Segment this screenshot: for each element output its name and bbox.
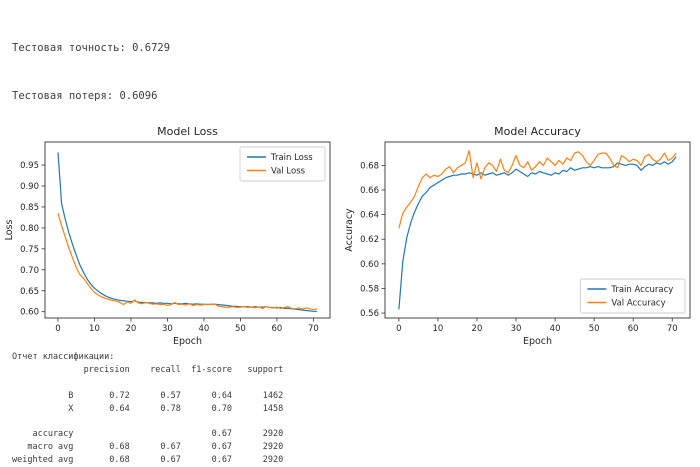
series-val-loss (57, 213, 318, 311)
report-line: precision recall f1-score support (12, 364, 284, 375)
x-tick-label: 40 (199, 324, 210, 334)
loss-chart: Model Loss 0 10 20 30 40 50 60 70 0.60 0.65 0.70 0.7… (4, 125, 331, 347)
legend-label: Train Accuracy (610, 285, 673, 295)
report-line: Отчет классификации: (12, 352, 115, 362)
y-tick-label: 0.64 (360, 211, 379, 221)
y-tick-label: 0.85 (20, 203, 39, 213)
classification-report: Отчет классификации: precision recall f1… (12, 351, 700, 467)
x-tick-label: 0 (396, 324, 401, 334)
y-tick-label: 0.60 (20, 308, 39, 318)
charts-row: Model Loss 0 10 20 30 40 50 60 70 0.60 0.65 0.70 0.7… (4, 124, 700, 347)
x-tick-label: 30 (162, 324, 173, 334)
legend-label: Val Accuracy (611, 299, 665, 309)
report-line: macro avg 0.68 0.67 0.67 2920 (12, 442, 284, 453)
y-tick-label: 0.75 (20, 245, 39, 255)
report-line: B 0.72 0.57 0.64 1462 (12, 390, 284, 401)
x-tick-label: 40 (550, 324, 561, 334)
y-tick-label: 0.70 (20, 266, 39, 276)
y-axis-label: Accuracy (344, 208, 355, 252)
series-train-accuracy (398, 156, 677, 310)
test-accuracy-line: Тестовая точность: 0.6729 (12, 42, 171, 54)
report-line (12, 416, 700, 429)
plot-border (44, 141, 331, 319)
x-tick-label: 10 (433, 324, 444, 334)
x-tick-label: 50 (235, 324, 246, 334)
y-tick-label: 0.58 (360, 284, 379, 294)
test-metrics-output: Тестовая точность: 0.6729 Тестовая потер… (12, 8, 700, 120)
x-tick-label: 0 (55, 324, 60, 334)
report-line (12, 377, 700, 390)
report-line: accuracy 0.67 2920 (12, 429, 284, 440)
x-tick-label: 30 (511, 324, 522, 334)
y-tick-label: 0.65 (20, 287, 39, 297)
y-tick-label: 0.68 (360, 161, 379, 171)
x-tick-label: 60 (628, 324, 639, 334)
chart-title: Model Loss (157, 125, 218, 138)
test-loss-line: Тестовая потеря: 0.6096 (12, 90, 158, 102)
y-tick-label: 0.62 (360, 235, 379, 245)
plot-border (384, 141, 691, 319)
series-val-accuracy (398, 150, 677, 229)
legend-box (239, 146, 326, 182)
y-tick-label: 0.80 (20, 224, 39, 234)
y-tick-label: 0.66 (360, 186, 379, 196)
y-tick-label: 0.56 (360, 309, 379, 319)
y-tick-label: 0.95 (20, 161, 39, 171)
x-tick-label: 50 (589, 324, 600, 334)
x-tick-label: 60 (271, 324, 282, 334)
y-axis-label: Loss (4, 220, 15, 241)
x-tick-label: 10 (89, 324, 100, 334)
legend-box (579, 278, 686, 314)
chart-title: Model Accuracy (494, 125, 581, 138)
x-tick-label: 20 (472, 324, 483, 334)
y-tick-label: 0.60 (360, 260, 379, 270)
accuracy-chart: Model Accuracy 0 10 20 30 40 50 60 70 0.56 0.58 0.6… (344, 125, 691, 347)
x-tick-label: 70 (667, 324, 678, 334)
y-tick-label: 0.90 (20, 182, 39, 192)
legend-label: Val Loss (271, 167, 306, 177)
x-tick-label: 20 (126, 324, 137, 334)
x-axis-label: Epoch (173, 336, 202, 347)
x-axis-label: Epoch (523, 336, 552, 347)
x-tick-label: 70 (308, 324, 319, 334)
report-line: weighted avg 0.68 0.67 0.67 2920 (12, 455, 284, 466)
legend-label: Train Loss (270, 153, 313, 163)
